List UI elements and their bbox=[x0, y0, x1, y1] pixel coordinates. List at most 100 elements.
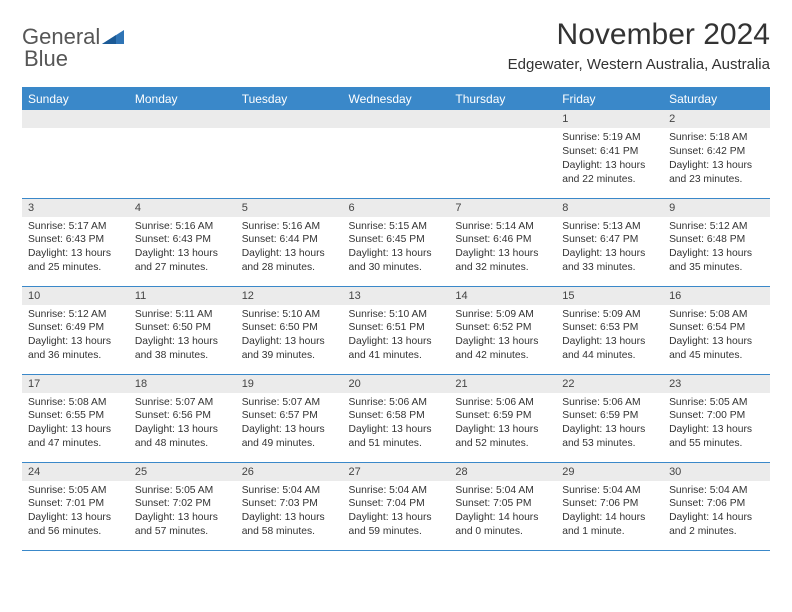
calendar-cell: 2Sunrise: 5:18 AMSunset: 6:42 PMDaylight… bbox=[663, 110, 770, 198]
calendar-cell bbox=[343, 110, 450, 198]
logo-text-blue: Blue bbox=[24, 46, 68, 71]
calendar-cell: 15Sunrise: 5:09 AMSunset: 6:53 PMDayligh… bbox=[556, 286, 663, 374]
day-body: Sunrise: 5:12 AMSunset: 6:48 PMDaylight:… bbox=[663, 217, 770, 282]
day-body: Sunrise: 5:05 AMSunset: 7:00 PMDaylight:… bbox=[663, 393, 770, 458]
day-number: 8 bbox=[556, 199, 663, 217]
day-body: Sunrise: 5:19 AMSunset: 6:41 PMDaylight:… bbox=[556, 128, 663, 193]
calendar-cell: 14Sunrise: 5:09 AMSunset: 6:52 PMDayligh… bbox=[449, 286, 556, 374]
calendar-cell: 22Sunrise: 5:06 AMSunset: 6:59 PMDayligh… bbox=[556, 374, 663, 462]
day-body: Sunrise: 5:11 AMSunset: 6:50 PMDaylight:… bbox=[129, 305, 236, 370]
calendar-cell: 19Sunrise: 5:07 AMSunset: 6:57 PMDayligh… bbox=[236, 374, 343, 462]
day-number: 28 bbox=[449, 463, 556, 481]
calendar-cell: 26Sunrise: 5:04 AMSunset: 7:03 PMDayligh… bbox=[236, 462, 343, 550]
day-number: 15 bbox=[556, 287, 663, 305]
day-number: 22 bbox=[556, 375, 663, 393]
location: Edgewater, Western Australia, Australia bbox=[508, 56, 770, 73]
day-body: Sunrise: 5:16 AMSunset: 6:43 PMDaylight:… bbox=[129, 217, 236, 282]
day-body bbox=[22, 128, 129, 137]
header: General November 2024 Edgewater, Western… bbox=[22, 18, 770, 79]
calendar-cell bbox=[236, 110, 343, 198]
calendar-cell: 12Sunrise: 5:10 AMSunset: 6:50 PMDayligh… bbox=[236, 286, 343, 374]
day-number: 24 bbox=[22, 463, 129, 481]
calendar-cell: 4Sunrise: 5:16 AMSunset: 6:43 PMDaylight… bbox=[129, 198, 236, 286]
calendar-row: 17Sunrise: 5:08 AMSunset: 6:55 PMDayligh… bbox=[22, 374, 770, 462]
day-number: 27 bbox=[343, 463, 450, 481]
calendar-cell: 13Sunrise: 5:10 AMSunset: 6:51 PMDayligh… bbox=[343, 286, 450, 374]
day-body: Sunrise: 5:09 AMSunset: 6:52 PMDaylight:… bbox=[449, 305, 556, 370]
day-body bbox=[236, 128, 343, 137]
day-body: Sunrise: 5:08 AMSunset: 6:55 PMDaylight:… bbox=[22, 393, 129, 458]
day-number: 5 bbox=[236, 199, 343, 217]
day-number bbox=[449, 110, 556, 128]
day-body: Sunrise: 5:06 AMSunset: 6:59 PMDaylight:… bbox=[449, 393, 556, 458]
calendar-cell: 10Sunrise: 5:12 AMSunset: 6:49 PMDayligh… bbox=[22, 286, 129, 374]
calendar-cell: 8Sunrise: 5:13 AMSunset: 6:47 PMDaylight… bbox=[556, 198, 663, 286]
calendar-cell: 29Sunrise: 5:04 AMSunset: 7:06 PMDayligh… bbox=[556, 462, 663, 550]
calendar-row: 1Sunrise: 5:19 AMSunset: 6:41 PMDaylight… bbox=[22, 110, 770, 198]
calendar-cell bbox=[129, 110, 236, 198]
day-number: 20 bbox=[343, 375, 450, 393]
day-number: 19 bbox=[236, 375, 343, 393]
day-body: Sunrise: 5:05 AMSunset: 7:01 PMDaylight:… bbox=[22, 481, 129, 546]
weekday-tuesday: Tuesday bbox=[236, 88, 343, 111]
calendar-cell: 16Sunrise: 5:08 AMSunset: 6:54 PMDayligh… bbox=[663, 286, 770, 374]
day-number: 16 bbox=[663, 287, 770, 305]
day-number: 9 bbox=[663, 199, 770, 217]
calendar-cell: 20Sunrise: 5:06 AMSunset: 6:58 PMDayligh… bbox=[343, 374, 450, 462]
day-number: 3 bbox=[22, 199, 129, 217]
day-number: 11 bbox=[129, 287, 236, 305]
day-body: Sunrise: 5:07 AMSunset: 6:57 PMDaylight:… bbox=[236, 393, 343, 458]
title-block: November 2024 Edgewater, Western Austral… bbox=[508, 18, 770, 79]
weekday-thursday: Thursday bbox=[449, 88, 556, 111]
calendar-table: Sunday Monday Tuesday Wednesday Thursday… bbox=[22, 87, 770, 550]
logo-sub: Blue bbox=[24, 46, 68, 72]
day-number: 26 bbox=[236, 463, 343, 481]
day-number: 10 bbox=[22, 287, 129, 305]
calendar-cell: 24Sunrise: 5:05 AMSunset: 7:01 PMDayligh… bbox=[22, 462, 129, 550]
triangle-icon bbox=[102, 30, 124, 44]
calendar-wrap: Sunday Monday Tuesday Wednesday Thursday… bbox=[22, 87, 770, 551]
day-number: 18 bbox=[129, 375, 236, 393]
calendar-cell: 21Sunrise: 5:06 AMSunset: 6:59 PMDayligh… bbox=[449, 374, 556, 462]
weekday-wednesday: Wednesday bbox=[343, 88, 450, 111]
calendar-row: 24Sunrise: 5:05 AMSunset: 7:01 PMDayligh… bbox=[22, 462, 770, 550]
day-body: Sunrise: 5:09 AMSunset: 6:53 PMDaylight:… bbox=[556, 305, 663, 370]
day-body: Sunrise: 5:04 AMSunset: 7:03 PMDaylight:… bbox=[236, 481, 343, 546]
day-body: Sunrise: 5:04 AMSunset: 7:04 PMDaylight:… bbox=[343, 481, 450, 546]
calendar-cell: 17Sunrise: 5:08 AMSunset: 6:55 PMDayligh… bbox=[22, 374, 129, 462]
day-number bbox=[129, 110, 236, 128]
day-body: Sunrise: 5:10 AMSunset: 6:51 PMDaylight:… bbox=[343, 305, 450, 370]
calendar-cell: 25Sunrise: 5:05 AMSunset: 7:02 PMDayligh… bbox=[129, 462, 236, 550]
calendar-cell: 7Sunrise: 5:14 AMSunset: 6:46 PMDaylight… bbox=[449, 198, 556, 286]
weekday-row: Sunday Monday Tuesday Wednesday Thursday… bbox=[22, 88, 770, 111]
day-number bbox=[343, 110, 450, 128]
day-body: Sunrise: 5:14 AMSunset: 6:46 PMDaylight:… bbox=[449, 217, 556, 282]
day-number: 6 bbox=[343, 199, 450, 217]
calendar-cell: 30Sunrise: 5:04 AMSunset: 7:06 PMDayligh… bbox=[663, 462, 770, 550]
weekday-friday: Friday bbox=[556, 88, 663, 111]
day-body: Sunrise: 5:06 AMSunset: 6:58 PMDaylight:… bbox=[343, 393, 450, 458]
day-number: 4 bbox=[129, 199, 236, 217]
calendar-row: 3Sunrise: 5:17 AMSunset: 6:43 PMDaylight… bbox=[22, 198, 770, 286]
day-body: Sunrise: 5:10 AMSunset: 6:50 PMDaylight:… bbox=[236, 305, 343, 370]
calendar-cell: 1Sunrise: 5:19 AMSunset: 6:41 PMDaylight… bbox=[556, 110, 663, 198]
day-number: 7 bbox=[449, 199, 556, 217]
day-number: 17 bbox=[22, 375, 129, 393]
day-body: Sunrise: 5:04 AMSunset: 7:05 PMDaylight:… bbox=[449, 481, 556, 546]
calendar-row: 10Sunrise: 5:12 AMSunset: 6:49 PMDayligh… bbox=[22, 286, 770, 374]
calendar-cell: 11Sunrise: 5:11 AMSunset: 6:50 PMDayligh… bbox=[129, 286, 236, 374]
day-body bbox=[343, 128, 450, 137]
day-body: Sunrise: 5:15 AMSunset: 6:45 PMDaylight:… bbox=[343, 217, 450, 282]
day-number: 30 bbox=[663, 463, 770, 481]
calendar-cell: 5Sunrise: 5:16 AMSunset: 6:44 PMDaylight… bbox=[236, 198, 343, 286]
calendar-cell: 27Sunrise: 5:04 AMSunset: 7:04 PMDayligh… bbox=[343, 462, 450, 550]
day-number: 23 bbox=[663, 375, 770, 393]
day-number: 12 bbox=[236, 287, 343, 305]
day-body: Sunrise: 5:13 AMSunset: 6:47 PMDaylight:… bbox=[556, 217, 663, 282]
day-number: 29 bbox=[556, 463, 663, 481]
calendar-cell: 18Sunrise: 5:07 AMSunset: 6:56 PMDayligh… bbox=[129, 374, 236, 462]
calendar-cell: 9Sunrise: 5:12 AMSunset: 6:48 PMDaylight… bbox=[663, 198, 770, 286]
calendar-cell bbox=[449, 110, 556, 198]
day-number: 13 bbox=[343, 287, 450, 305]
day-number: 21 bbox=[449, 375, 556, 393]
